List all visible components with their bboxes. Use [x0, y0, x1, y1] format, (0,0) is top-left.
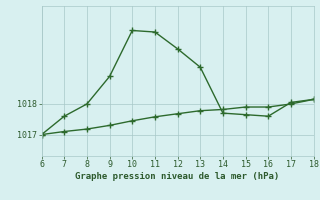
X-axis label: Graphe pression niveau de la mer (hPa): Graphe pression niveau de la mer (hPa)	[76, 172, 280, 181]
